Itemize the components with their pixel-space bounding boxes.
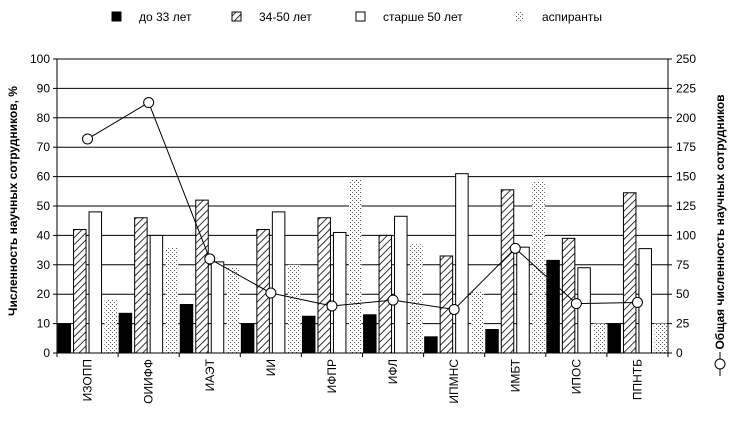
y-right-tick-label: 200 <box>676 111 696 125</box>
x-tick-label: ИФПР <box>325 359 339 393</box>
legend-label-1: 34-50 лет <box>259 10 312 24</box>
legend-swatch-2 <box>355 11 366 22</box>
bar-6-1 <box>439 255 454 354</box>
bar-3-3 <box>287 264 301 353</box>
axes: 0 10 20 30 40 50 60 70 80 90 100 0 25 50 75 100 125 150 17… <box>6 52 727 404</box>
bar-2-3 <box>226 267 240 353</box>
y-left-tick-label: 40 <box>37 228 51 242</box>
legend-label-2: старше 50 лет <box>383 10 463 24</box>
line-point-1 <box>143 97 155 109</box>
y-left-tick-label: 50 <box>37 199 51 213</box>
bar-5-2 <box>394 215 408 354</box>
y-left-tick-label: 60 <box>37 170 51 184</box>
y-left-tick-label: 30 <box>37 258 51 272</box>
y-right-tick-label: 125 <box>676 199 696 213</box>
legend-swatch-0 <box>111 11 122 22</box>
x-tick-label: ИФЛ <box>386 359 400 384</box>
x-tick-label: ИЗОПП <box>81 359 95 401</box>
bar-0-3 <box>104 300 118 353</box>
bar-1-2 <box>149 234 164 354</box>
y-right-marker-key <box>714 358 726 370</box>
y-right-tick-label: 175 <box>676 140 696 154</box>
bar-7-2 <box>516 246 530 354</box>
line-point-7 <box>509 242 521 254</box>
y-left-tick-label: 10 <box>37 317 51 331</box>
bar-2-0 <box>179 303 194 354</box>
x-tick-label: ИМБТ <box>508 358 522 392</box>
bar-4-2 <box>332 231 347 354</box>
line-point-9 <box>631 296 643 308</box>
bar-7-3 <box>532 181 545 353</box>
bar-9-3 <box>654 323 667 353</box>
bar-5-0 <box>363 314 377 354</box>
bar-1-0 <box>118 312 133 354</box>
y-right-tick-label: 50 <box>676 287 690 301</box>
x-tick-label: ИПОС <box>569 359 583 395</box>
bar-6-3 <box>471 291 484 353</box>
line-point-6 <box>448 303 460 315</box>
y-left-tick-label: 0 <box>43 346 50 360</box>
bar-8-0 <box>546 259 560 354</box>
line-point-4 <box>326 300 338 312</box>
total-line <box>82 97 643 315</box>
bar-8-3 <box>593 323 606 353</box>
bar-7-0 <box>485 328 499 354</box>
line-point-2 <box>204 253 216 265</box>
bar-0-1 <box>73 229 87 354</box>
bar-0-2 <box>88 211 103 354</box>
bar-2-1 <box>195 199 209 354</box>
x-tick-label: ППНТБ <box>630 359 644 400</box>
bar-3-0 <box>240 323 255 354</box>
y-right-tick-label: 0 <box>676 346 683 360</box>
bar-9-0 <box>607 323 621 354</box>
y-right-tick-label: 225 <box>676 81 696 95</box>
y-right-tick-label: 25 <box>676 317 690 331</box>
y-right-tick-label: 150 <box>676 170 696 184</box>
bar-4-0 <box>301 315 316 354</box>
bars <box>57 173 667 354</box>
y-right-tick-label: 100 <box>676 228 696 242</box>
bar-0-0 <box>57 323 72 354</box>
y-left-tick-label: 20 <box>37 287 51 301</box>
y-right-tick-label: 250 <box>676 52 696 66</box>
bar-8-1 <box>561 237 576 354</box>
bar-6-2 <box>455 173 469 354</box>
bar-5-1 <box>378 234 393 354</box>
total-line-path <box>87 101 638 311</box>
bar-5-3 <box>410 244 423 353</box>
y-left-tick-label: 70 <box>37 140 51 154</box>
line-point-3 <box>265 287 277 299</box>
bar-6-0 <box>424 336 438 354</box>
legend-label-0: до 33 лет <box>139 10 192 24</box>
legend-swatch-3 <box>515 12 524 21</box>
bar-3-2 <box>271 211 286 354</box>
line-point-8 <box>570 298 582 310</box>
bar-8-2 <box>577 267 591 354</box>
y-left-tick-label: 90 <box>37 81 51 95</box>
bar-7-1 <box>500 189 515 354</box>
x-tick-label: ИПМНС <box>447 359 461 404</box>
line-point-5 <box>387 294 399 306</box>
bar-9-1 <box>622 192 637 354</box>
bar-2-2 <box>210 261 225 354</box>
legend-label-3: аспиранты <box>542 10 602 24</box>
bar-4-1 <box>317 217 331 354</box>
y-right-axis-title: Общая численность научных сотрудников <box>713 94 727 349</box>
bar-1-3 <box>165 247 179 353</box>
bar-1-1 <box>134 217 148 354</box>
bar-4-3 <box>348 179 362 353</box>
y-left-axis-title: Численность научных сотрудников, % <box>6 86 20 316</box>
legend-swatch-1 <box>231 11 242 22</box>
y-left-tick-label: 100 <box>30 52 50 66</box>
x-tick-label: ОИИФФ <box>142 359 156 404</box>
line-point-0 <box>82 133 94 145</box>
y-left-tick-label: 80 <box>37 111 51 125</box>
x-tick-label: ИИ <box>264 359 278 376</box>
legend: до 33 лет 34-50 лет старше 50 лет аспиранты <box>111 10 602 24</box>
x-tick-label: ИАЭТ <box>203 358 217 391</box>
y-right-tick-label: 75 <box>676 258 690 272</box>
